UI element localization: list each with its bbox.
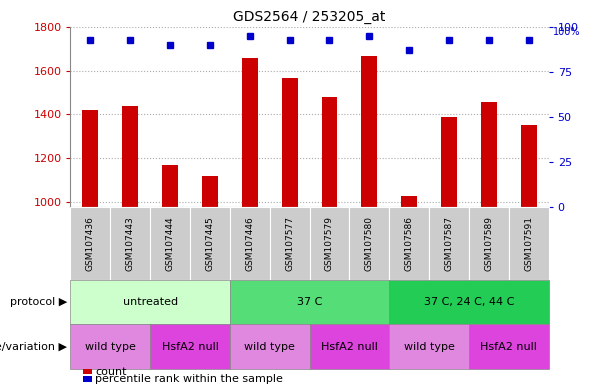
Bar xyxy=(322,97,337,207)
Bar xyxy=(162,165,178,207)
Bar xyxy=(481,103,497,207)
Text: GSM107591: GSM107591 xyxy=(524,216,533,271)
Bar xyxy=(521,125,537,207)
Text: GSM107580: GSM107580 xyxy=(365,216,374,271)
Bar xyxy=(123,106,139,207)
Text: HsfA2 null: HsfA2 null xyxy=(481,341,537,352)
Text: percentile rank within the sample: percentile rank within the sample xyxy=(95,374,283,384)
Bar xyxy=(282,78,298,207)
Bar xyxy=(202,175,218,207)
Text: wild type: wild type xyxy=(404,341,454,352)
Text: HsfA2 null: HsfA2 null xyxy=(162,341,218,352)
Text: GSM107587: GSM107587 xyxy=(444,216,454,271)
Text: GSM107589: GSM107589 xyxy=(484,216,493,271)
Text: wild type: wild type xyxy=(245,341,295,352)
Text: GSM107443: GSM107443 xyxy=(126,217,135,271)
Title: GDS2564 / 253205_at: GDS2564 / 253205_at xyxy=(234,10,386,25)
Text: GSM107577: GSM107577 xyxy=(285,216,294,271)
Text: genotype/variation ▶: genotype/variation ▶ xyxy=(0,341,67,352)
Text: untreated: untreated xyxy=(123,297,178,308)
Text: 100%: 100% xyxy=(553,27,581,37)
Text: GSM107436: GSM107436 xyxy=(86,217,95,271)
Text: GSM107586: GSM107586 xyxy=(405,216,414,271)
Bar xyxy=(441,117,457,207)
Bar xyxy=(242,58,258,207)
Bar xyxy=(83,110,99,207)
Bar xyxy=(362,56,377,207)
Bar xyxy=(402,197,417,207)
Text: count: count xyxy=(95,367,126,377)
Text: GSM107444: GSM107444 xyxy=(166,217,175,271)
Text: 37 C: 37 C xyxy=(297,297,322,308)
Text: 37 C, 24 C, 44 C: 37 C, 24 C, 44 C xyxy=(424,297,514,308)
Text: GSM107446: GSM107446 xyxy=(245,217,254,271)
Text: GSM107579: GSM107579 xyxy=(325,216,334,271)
Text: wild type: wild type xyxy=(85,341,135,352)
Text: HsfA2 null: HsfA2 null xyxy=(321,341,378,352)
Text: GSM107445: GSM107445 xyxy=(205,217,215,271)
Text: protocol ▶: protocol ▶ xyxy=(10,297,67,308)
